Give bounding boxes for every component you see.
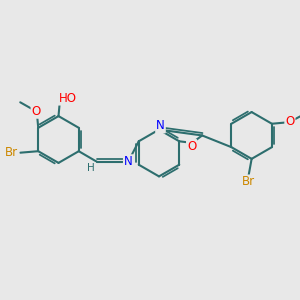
Text: H: H (88, 163, 95, 173)
Text: O: O (285, 115, 295, 128)
Text: O: O (32, 105, 41, 118)
Text: Br: Br (5, 146, 18, 159)
Text: HO: HO (58, 92, 76, 105)
Text: Br: Br (242, 176, 255, 188)
Text: O: O (187, 140, 196, 153)
Text: N: N (124, 155, 133, 168)
Text: N: N (156, 119, 165, 133)
